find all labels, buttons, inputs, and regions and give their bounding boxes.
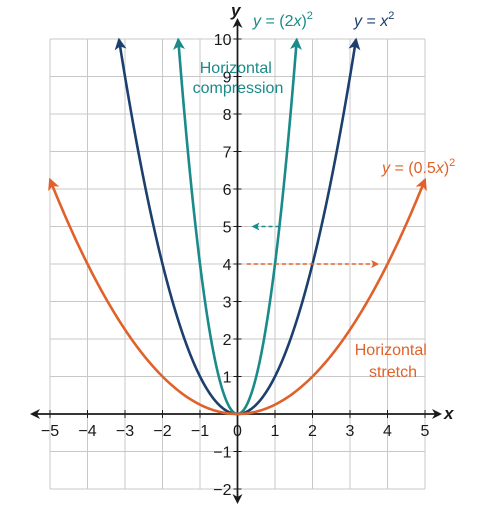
series-label-half-x-squared: y = (0.5x)2 — [381, 157, 455, 177]
y-tick-label: 3 — [223, 295, 232, 312]
x-tick-label: −4 — [78, 423, 96, 440]
y-tick-label: −2 — [213, 482, 231, 499]
x-tick-label: 1 — [271, 423, 280, 440]
y-tick-label: 6 — [223, 182, 232, 199]
y-tick-label: −1 — [213, 445, 231, 462]
x-tick-label: −5 — [41, 423, 59, 440]
annotation-compression: Horizontal compression — [193, 60, 284, 97]
x-tick-label: −1 — [191, 423, 209, 440]
series-line-2x-squared-left — [173, 37, 238, 416]
y-tick-label: 4 — [223, 257, 232, 274]
x-tick-label: −3 — [116, 423, 134, 440]
series-line-2x-squared-right — [237, 37, 302, 416]
annotation-stretch: Horizontal stretch — [355, 342, 431, 381]
y-tick-label: 1 — [223, 370, 232, 387]
series-label-2x-squared: y = (2x)2 — [252, 10, 313, 30]
x-tick-label: 2 — [308, 423, 317, 440]
y-axis-label: y — [230, 1, 242, 20]
y-tick-label: 9 — [223, 70, 232, 87]
origin-label: 0 — [233, 423, 242, 440]
x-tick-label: −2 — [153, 423, 171, 440]
series-line-x-squared-left — [114, 37, 238, 416]
annotation-arrows — [246, 222, 380, 268]
x-axis-label: x — [443, 404, 455, 423]
x-tick-label: 4 — [383, 423, 392, 440]
x-tick-label: 5 — [421, 423, 430, 440]
series-label-x-squared: y = x2 — [353, 10, 394, 30]
y-tick-label: 8 — [223, 107, 232, 124]
curves — [48, 37, 427, 416]
y-tick-label: 5 — [223, 220, 232, 237]
y-tick-label: 2 — [223, 332, 232, 349]
x-tick-label: 3 — [346, 423, 355, 440]
y-tick-label: 10 — [214, 32, 232, 49]
tick-labels: −5 −4 −3 −2 −1 1 2 3 4 5 −2 −1 1 2 3 4 5 6 7 8 9 10 0 — [41, 32, 430, 499]
series-line-x-squared-right — [237, 37, 361, 416]
series-line-half-x-squared-left — [48, 177, 238, 416]
y-tick-label: 7 — [223, 145, 232, 162]
series-line-half-x-squared-right — [237, 177, 427, 416]
